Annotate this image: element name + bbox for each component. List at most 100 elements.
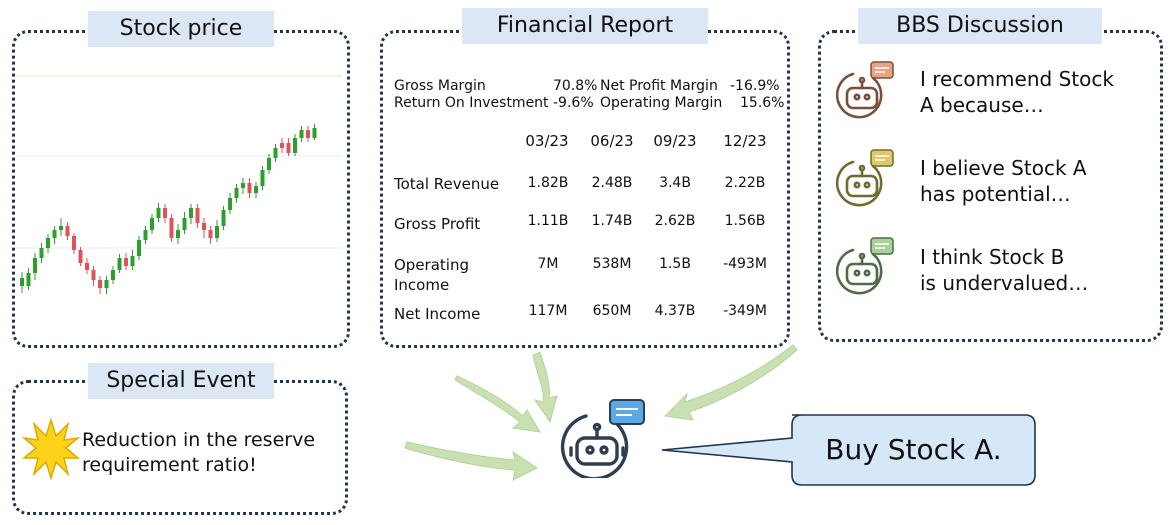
- metric-value-net-profit-margin: -16.9%: [730, 78, 780, 94]
- stock-price-title: Stock price: [88, 11, 274, 47]
- candle-body: [20, 278, 24, 286]
- candlestick-chart: [16, 75, 342, 294]
- decision-text: Buy Stock A.: [825, 433, 1002, 466]
- candle-body: [169, 218, 174, 238]
- table-cell: 3.4B: [659, 175, 691, 191]
- metric-value-operating-margin: 15.6%: [740, 95, 785, 111]
- row-label-operating-income-line2: Income: [394, 276, 450, 294]
- candle-body: [176, 230, 180, 238]
- column-header: 09/23: [653, 132, 697, 150]
- table-cell: 1.74B: [591, 213, 633, 229]
- metric-label-net-profit-margin: Net Profit Margin: [600, 78, 718, 94]
- metric-label-gross-margin: Gross Margin: [394, 78, 486, 94]
- robot-chat-icon: [835, 61, 894, 119]
- candle-body: [312, 128, 317, 138]
- table-cell: -349M: [723, 303, 767, 319]
- table-cell: 2.22B: [724, 175, 766, 191]
- table-cell: 2.62B: [654, 213, 696, 229]
- candle-body: [234, 188, 239, 198]
- candle-body: [150, 218, 154, 230]
- candle-body: [130, 256, 135, 266]
- bbs-post-2-line1: I believe Stock A: [920, 156, 1087, 180]
- candle-body: [72, 236, 76, 250]
- row-label-operating-income-line1: Operating: [394, 256, 469, 274]
- candle-body: [273, 148, 278, 158]
- bbs-discussion-title: BBS Discussion: [858, 8, 1102, 44]
- candle-body: [26, 273, 31, 286]
- candle-body: [111, 270, 115, 280]
- metric-label-operating-margin: Operating Margin: [600, 95, 723, 111]
- candle-body: [293, 138, 297, 153]
- bbs-post-3-line2: is undervalued…: [920, 271, 1089, 295]
- row-label-gross-profit: Gross Profit: [394, 215, 481, 233]
- candle-body: [247, 183, 252, 193]
- candle-body: [78, 250, 83, 263]
- event-text-line1: Reduction in the reserve: [82, 429, 316, 451]
- event-text-line2: requirement ratio!: [82, 454, 257, 476]
- arrow-from-financial: [532, 351, 558, 424]
- metric-label-roi: Return On Investment: [394, 95, 549, 111]
- column-header: 03/23: [525, 132, 569, 150]
- table-cell: 1.82B: [527, 175, 569, 191]
- candle-body: [260, 170, 265, 186]
- candle-group: [20, 124, 317, 294]
- candle-body: [306, 130, 310, 138]
- arrow-from-bbs: [663, 344, 798, 421]
- candle-body: [137, 240, 141, 256]
- arrow-from-stock: [454, 375, 541, 433]
- metric-value-roi: -9.6%: [553, 95, 594, 111]
- table-cell: 1.11B: [527, 213, 569, 229]
- candle-body: [241, 183, 245, 188]
- candle-body: [33, 258, 37, 273]
- row-label-net-income: Net Income: [394, 305, 481, 323]
- candle-body: [189, 208, 193, 218]
- agent-robot-icon: [560, 399, 645, 478]
- table-cell: 538M: [592, 256, 632, 272]
- candle-body: [163, 208, 167, 218]
- arrow-from-event: [404, 441, 538, 481]
- table-cell: -493M: [723, 256, 767, 272]
- candle-body: [65, 226, 70, 236]
- candle-body: [208, 230, 213, 238]
- candle-body: [39, 248, 44, 258]
- robot-chat-icon: [835, 149, 894, 207]
- candle-body: [52, 230, 57, 238]
- candle-body: [124, 258, 128, 266]
- candle-body: [254, 186, 258, 193]
- table-cell: 1.56B: [724, 213, 766, 229]
- candle-body: [143, 230, 148, 240]
- candle-body: [195, 208, 200, 223]
- table-cell: 1.5B: [659, 256, 691, 272]
- candle-body: [228, 198, 232, 210]
- starburst-icon: [22, 418, 80, 480]
- bbs-post-1-line2: A because…: [920, 93, 1044, 117]
- candle-body: [91, 270, 96, 280]
- candle-body: [59, 226, 63, 230]
- bbs-post-2-line2: has potential…: [920, 182, 1071, 206]
- special-event-title: Special Event: [88, 363, 274, 399]
- candle-body: [46, 238, 50, 248]
- bbs-post-1-line1: I recommend Stock: [920, 67, 1114, 91]
- candle-body: [286, 143, 291, 153]
- candle-body: [280, 143, 284, 148]
- candle-body: [117, 258, 122, 270]
- candle-body: [182, 218, 187, 230]
- table-cell: 117M: [528, 303, 568, 319]
- candle-body: [85, 263, 89, 270]
- candle-body: [215, 226, 219, 238]
- flow-arrows: [404, 344, 798, 481]
- candle-body: [156, 208, 161, 218]
- candle-body: [267, 158, 271, 170]
- speech-bubble: [661, 414, 1036, 486]
- metric-value-gross-margin: 70.8%: [553, 78, 598, 94]
- column-header: 12/23: [723, 132, 767, 150]
- candle-body: [98, 280, 102, 288]
- table-cell: 650M: [592, 303, 632, 319]
- table-cell: 4.37B: [654, 303, 696, 319]
- candle-body: [299, 130, 304, 138]
- robot-chat-icon: [835, 237, 894, 295]
- bbs-post-3-line1: I think Stock B: [920, 245, 1065, 269]
- table-cell: 2.48B: [591, 175, 633, 191]
- table-cell: 7M: [537, 256, 559, 272]
- column-header: 06/23: [590, 132, 634, 150]
